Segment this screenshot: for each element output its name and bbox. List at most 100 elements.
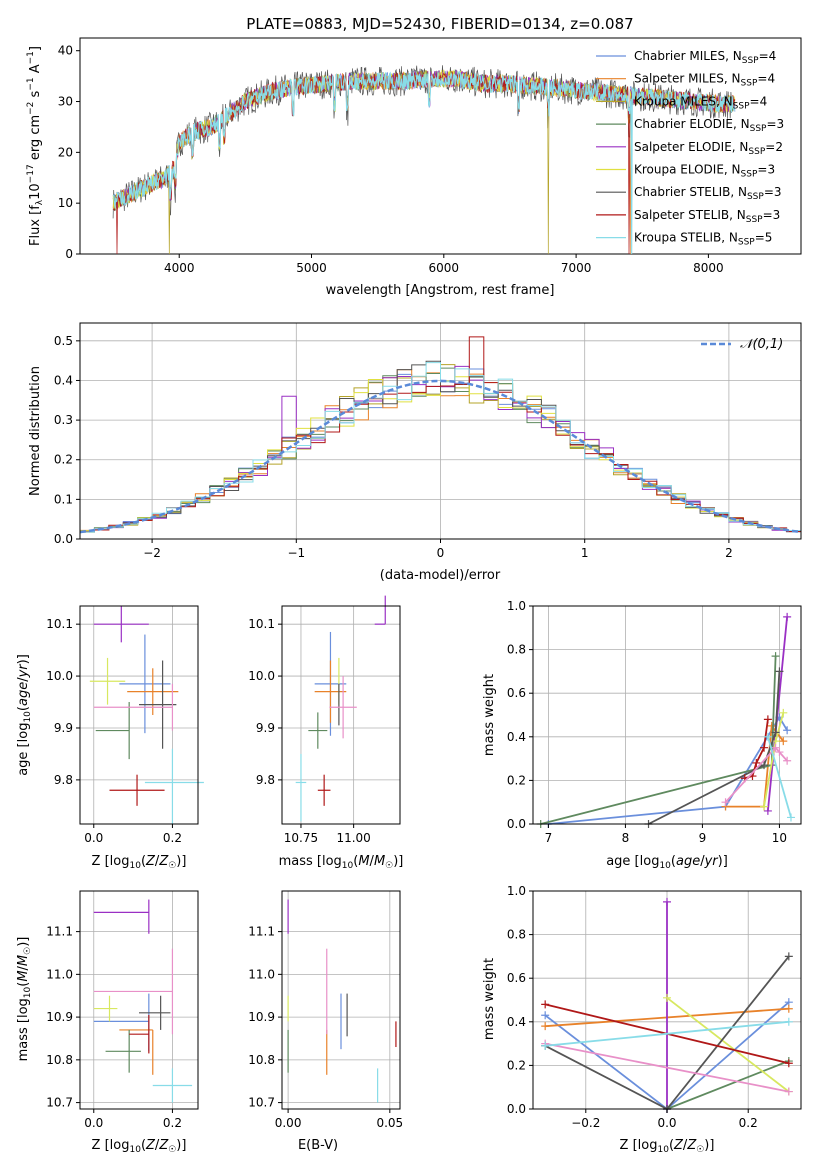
residuals-ylabel: Normed distribution bbox=[28, 366, 43, 496]
residuals-histograms bbox=[79, 336, 802, 534]
age-vs-mass-panel: 10.75 11.00 9.8 9.9 10.0 10.1 bbox=[248, 595, 401, 845]
weight-vs-age-ytick-label: 0.8 bbox=[507, 643, 526, 657]
residuals-xtick-label: 1 bbox=[581, 546, 589, 560]
age-vs-Z-ytick-label: 10.1 bbox=[46, 617, 73, 631]
spectrum-xtick-label: 8000 bbox=[693, 261, 724, 275]
legend-value: =2 bbox=[765, 140, 783, 154]
age-vs-mass-xtick-label: 10.75 bbox=[284, 831, 318, 845]
weight-vs-age-series-line bbox=[724, 746, 788, 803]
weight-vs-Z-series-line bbox=[666, 1060, 790, 1110]
legend-label: Salpeter ELODIE, NSSP=2 bbox=[634, 140, 783, 157]
mass-vs-EBV-xtick-label: 0.00 bbox=[275, 1116, 302, 1130]
weight-vs-Z-panel: −0.2 0.0 0.2 0.0 0.2 0.4 0.6 0.8 1.0 bbox=[507, 884, 802, 1130]
weight-vs-age-marker bbox=[771, 728, 780, 737]
figure-title: PLATE=0883, MJD=52430, FIBERID=0134, z=0… bbox=[246, 15, 633, 33]
legend-value: =3 bbox=[757, 163, 775, 177]
legend-subscript: SSP bbox=[746, 215, 763, 225]
mass-vs-Z-ytick-label: 11.1 bbox=[46, 925, 73, 939]
legend-value: =3 bbox=[766, 117, 784, 131]
spectrum-line bbox=[113, 71, 736, 255]
weight-vs-age-marker bbox=[771, 652, 780, 661]
weight-vs-Z-series-line bbox=[545, 1020, 789, 1047]
age-vs-Z-ytick-label: 9.8 bbox=[54, 773, 73, 787]
weight-vs-age-series-line bbox=[540, 656, 777, 825]
weight-vs-age-series-line bbox=[648, 671, 781, 825]
weight-vs-age-marker bbox=[783, 612, 792, 621]
weight-vs-Z-ytick-label: 0.4 bbox=[507, 1015, 526, 1029]
mass-vs-Z-ytick-label: 10.8 bbox=[46, 1053, 73, 1067]
spectrum-plot-area bbox=[79, 37, 802, 255]
legend-label: Chabrier STELIB, NSSP=3 bbox=[634, 185, 782, 202]
weight-vs-age-ytick-label: 0.0 bbox=[507, 817, 526, 831]
legend-subscript: SSP bbox=[748, 147, 765, 157]
residuals-ytick-label: 0.5 bbox=[54, 334, 73, 348]
weight-vs-age-ylabel: mass weight bbox=[482, 674, 497, 756]
residuals-ytick-label: 0.4 bbox=[54, 373, 73, 387]
age-vs-Z-ytick-label: 10.0 bbox=[46, 669, 73, 683]
weight-vs-age-xtick-label: 7 bbox=[545, 831, 553, 845]
weight-vs-age-marker bbox=[775, 748, 784, 757]
age-vs-mass-ytick-label: 9.8 bbox=[256, 773, 275, 787]
weight-vs-age-series-line bbox=[767, 736, 792, 818]
legend-subscript: SSP bbox=[742, 56, 759, 66]
spectrum-ytick-label: 10 bbox=[58, 196, 73, 210]
residuals-ytick-label: 0.3 bbox=[54, 413, 73, 427]
mass-vs-Z-frame bbox=[79, 890, 199, 1110]
residuals-ytick-label: 0.1 bbox=[54, 492, 73, 506]
mass-vs-EBV-xlabel: E(B-V) bbox=[298, 1138, 338, 1153]
legend-value: =4 bbox=[757, 72, 775, 86]
weight-vs-age-xtick-label: 9 bbox=[699, 831, 707, 845]
weight-vs-Z-ytick-label: 0.0 bbox=[507, 1102, 526, 1116]
mass-vs-EBV-ytick-label: 11.1 bbox=[248, 925, 275, 939]
weight-vs-Z-marker bbox=[541, 1022, 550, 1031]
weight-vs-age-marker bbox=[763, 732, 772, 741]
spectrum-ytick-label: 40 bbox=[58, 44, 73, 58]
spectrum-legend: Chabrier MILES, NSSP=4 Salpeter MILES, NS… bbox=[596, 49, 784, 248]
weight-vs-age-marker bbox=[767, 721, 776, 730]
age-vs-mass-frame bbox=[281, 605, 401, 825]
legend-subscript: SSP bbox=[738, 238, 755, 248]
legend-subscript: SSP bbox=[750, 124, 767, 134]
weight-vs-age-marker bbox=[760, 802, 769, 811]
spectrum-ylabel: Flux [fλ10−17 erg cm−2 s−1 A−1] bbox=[26, 46, 45, 246]
mass-vs-Z-xtick-label: 0.0 bbox=[84, 1116, 103, 1130]
weight-vs-age-ytick-label: 1.0 bbox=[507, 599, 526, 613]
legend-value: =4 bbox=[750, 94, 768, 108]
spectrum-ytick-label: 20 bbox=[58, 145, 73, 159]
residuals-xlabel: (data-model)/error bbox=[380, 568, 501, 583]
weight-vs-age-frame bbox=[532, 605, 802, 825]
weight-vs-age-marker bbox=[752, 758, 761, 767]
weight-vs-Z-xlabel: Z [log10(Z/Z☉)] bbox=[620, 1138, 715, 1155]
weight-vs-age-marker bbox=[783, 756, 792, 765]
legend-label: Salpeter MILES, NSSP=4 bbox=[634, 72, 775, 89]
legend-subscript: SSP bbox=[741, 79, 758, 89]
weight-vs-Z-series-line bbox=[545, 1042, 789, 1093]
normal-curve bbox=[79, 379, 802, 534]
weight-vs-Z-ytick-label: 0.2 bbox=[507, 1058, 526, 1072]
residuals-ytick-label: 0.2 bbox=[54, 453, 73, 467]
weight-vs-age-marker bbox=[760, 761, 769, 770]
legend-subscript: SSP bbox=[733, 101, 750, 111]
mass-vs-EBV-ytick-label: 10.8 bbox=[248, 1053, 275, 1067]
legend-label: Salpeter STELIB, NSSP=3 bbox=[634, 208, 780, 225]
weight-vs-age-xlabel: age [log10(age/yr)] bbox=[606, 854, 728, 871]
legend-value: =3 bbox=[764, 185, 782, 199]
age-vs-Z-panel: 0.0 0.2 9.8 9.9 10.0 10.1 bbox=[46, 605, 204, 845]
spectrum-line bbox=[113, 71, 736, 255]
weight-vs-Z-marker bbox=[784, 1004, 793, 1013]
weight-vs-Z-xtick-label: −0.2 bbox=[571, 1116, 600, 1130]
weight-vs-Z-series-line bbox=[666, 997, 790, 1093]
weight-vs-Z-marker bbox=[663, 993, 671, 1002]
weight-vs-age-marker bbox=[779, 708, 788, 717]
legend-label: Chabrier MILES, NSSP=4 bbox=[634, 49, 776, 66]
weight-vs-age-xtick-label: 8 bbox=[622, 831, 630, 845]
weight-vs-Z-ylabel: mass weight bbox=[482, 958, 497, 1040]
weight-vs-Z-ytick-label: 0.6 bbox=[507, 971, 526, 985]
weight-vs-age-panel: 7 8 9 10 0.0 0.2 0.4 0.6 0.8 1.0 bbox=[507, 599, 802, 845]
mass-vs-Z-ytick-label: 10.7 bbox=[46, 1096, 73, 1110]
age-vs-Z-xlabel: Z [log10(Z/Z☉)] bbox=[92, 854, 187, 871]
spectrum-xlabel: wavelength [Angstrom, rest frame] bbox=[326, 283, 555, 298]
spectrum-ytick-label: 30 bbox=[58, 95, 73, 109]
weight-vs-Z-ytick-label: 0.8 bbox=[507, 928, 526, 942]
